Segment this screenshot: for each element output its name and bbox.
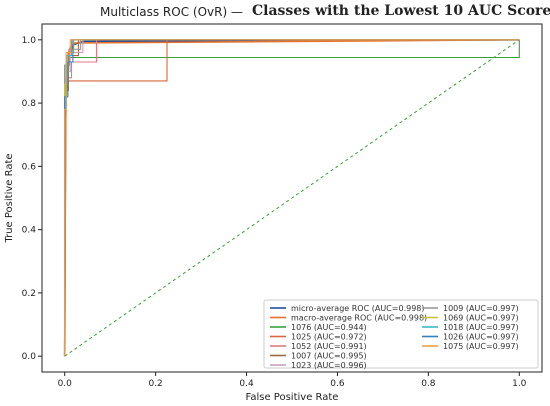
y-tick-label: 0.2: [22, 289, 36, 299]
legend-entry-label: 1069 (AUC=0.997): [443, 314, 519, 323]
chart-subtitle: Classes with the Lowest 10 AUC Scores: [252, 3, 550, 19]
y-axis-label: True Positive Rate: [4, 153, 15, 243]
legend-entry-label: macro-average ROC (AUC=0.998): [291, 314, 427, 323]
legend-entry-label: 1009 (AUC=0.997): [443, 304, 519, 313]
x-tick-label: 0.6: [330, 379, 345, 389]
legend-entry-label: 1052 (AUC=0.991): [291, 342, 367, 351]
x-tick-label: 0.0: [58, 379, 73, 389]
y-tick-label: 0.0: [22, 352, 37, 362]
legend-entry-label: 1023 (AUC=0.996): [291, 361, 367, 370]
y-tick-label: 0.6: [22, 162, 37, 172]
y-tick-label: 0.4: [22, 226, 37, 236]
legend-entry-label: 1025 (AUC=0.972): [291, 333, 367, 342]
legend-entry-label: 1075 (AUC=0.997): [443, 342, 519, 351]
y-tick-label: 1.0: [22, 36, 37, 46]
legend-entry-label: 1007 (AUC=0.995): [291, 352, 367, 361]
legend-entry-label: micro-average ROC (AUC=0.998): [291, 304, 425, 313]
x-tick-label: 1.0: [512, 379, 527, 389]
chance-diagonal-line: [64, 39, 520, 357]
x-tick-label: 0.2: [148, 379, 162, 389]
plot-area: [41, 23, 543, 373]
legend-entry-label: 1076 (AUC=0.944): [291, 323, 367, 332]
legend-entry-label: 1018 (AUC=0.997): [443, 323, 519, 332]
y-tick-label: 0.8: [22, 99, 37, 109]
roc-series-line-11: [64, 39, 520, 357]
series-layer: [63, 39, 520, 357]
chart-title: Multiclass ROC (OvR) —: [100, 5, 243, 19]
chart-title-group: Multiclass ROC (OvR) — Classes with the …: [100, 3, 550, 19]
legend-box: [263, 299, 539, 369]
x-tick-label: 0.4: [239, 379, 254, 389]
legend-entry-label: 1026 (AUC=0.997): [443, 333, 519, 342]
x-axis-label: False Positive Rate: [246, 392, 339, 403]
x-tick-label: 0.8: [421, 379, 436, 389]
legend: micro-average ROC (AUC=0.998)macro-avera…: [263, 299, 539, 370]
axis-ticks: 0.0 0.2 0.4 0.6 0.8 1.0 0.0 0.2 0.4 0.6 0.8 1.0: [22, 36, 527, 389]
